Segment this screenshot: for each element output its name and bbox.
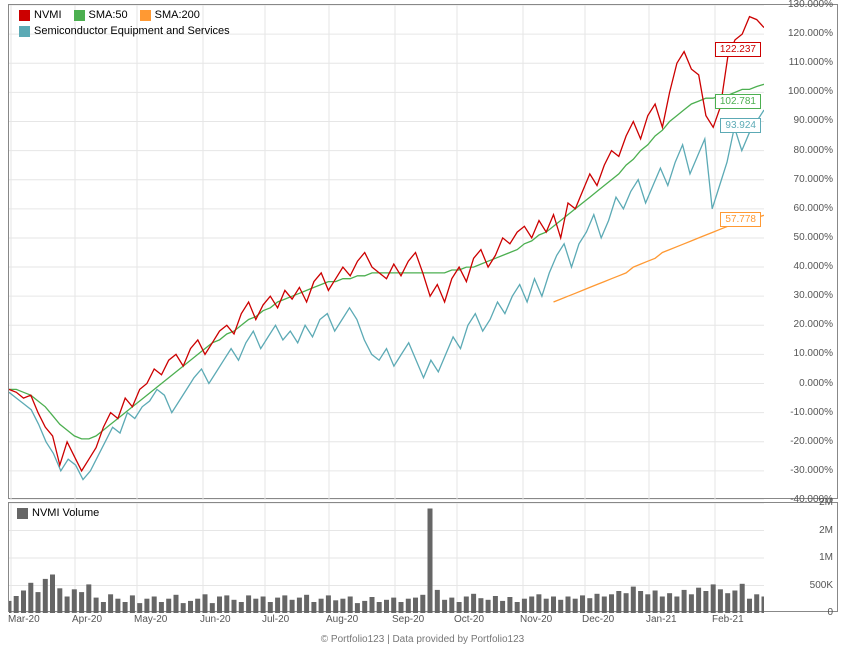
legend-swatch-sma200	[140, 10, 151, 21]
y-axis-label: 120.000%	[788, 28, 833, 39]
legend: NVMI SMA:50 SMA:200	[19, 9, 200, 21]
value-tag-sma200-text: 57.778	[725, 214, 756, 225]
volume-panel: NVMI Volume 2M2M1M500K0	[8, 502, 838, 612]
legend-label-nvmi: NVMI	[34, 9, 62, 21]
value-tag-sma50: 102.781	[715, 94, 761, 109]
value-tag-sma200: 57.778	[720, 212, 761, 227]
x-axis-label: Nov-20	[520, 614, 552, 625]
chart-footer: © Portfolio123 | Data provided by Portfo…	[0, 634, 845, 645]
volume-y-label: 2M	[819, 497, 833, 508]
volume-plot	[9, 503, 764, 613]
legend-item-sma200: SMA:200	[140, 9, 200, 21]
x-axis-label: Jan-21	[646, 614, 677, 625]
y-axis-label: -10.000%	[790, 407, 833, 418]
price-plot	[9, 5, 764, 500]
volume-y-label: 1M	[819, 552, 833, 563]
volume-y-axis: 2M2M1M500K0	[767, 503, 835, 613]
y-axis-label: 40.000%	[794, 261, 833, 272]
legend-swatch-sma50	[74, 10, 85, 21]
x-axis-label: Dec-20	[582, 614, 614, 625]
x-axis-label: May-20	[134, 614, 167, 625]
y-axis-label: 100.000%	[788, 86, 833, 97]
x-axis: Mar-20 Apr-20 May-20 Jun-20 Jul-20 Aug-20 Sep-…	[8, 614, 838, 630]
legend-row2: Semiconductor Equipment and Services	[19, 25, 230, 37]
y-axis-label: 50.000%	[794, 232, 833, 243]
value-tag-sector: 93.924	[720, 118, 761, 133]
value-tag-sma50-text: 102.781	[720, 96, 756, 107]
x-axis-label: Jun-20	[200, 614, 231, 625]
volume-y-label: 2M	[819, 525, 833, 536]
x-axis-label: Feb-21	[712, 614, 744, 625]
legend-swatch-volume	[17, 508, 28, 519]
x-axis-label: Aug-20	[326, 614, 358, 625]
legend-item-sma50: SMA:50	[74, 9, 128, 21]
volume-legend: NVMI Volume	[17, 507, 99, 519]
volume-label: NVMI Volume	[32, 507, 99, 519]
legend-label-sma200: SMA:200	[155, 9, 200, 21]
value-tag-sector-text: 93.924	[725, 120, 756, 131]
y-axis-label: 70.000%	[794, 174, 833, 185]
y-axis-label: 60.000%	[794, 203, 833, 214]
y-axis-label: 0.000%	[799, 378, 833, 389]
volume-y-label: 500K	[810, 580, 833, 591]
y-axis-label: 10.000%	[794, 348, 833, 359]
price-chart-panel: NVMI SMA:50 SMA:200 Semiconductor Equipm…	[8, 4, 838, 499]
y-axis-label: -20.000%	[790, 436, 833, 447]
legend-swatch-nvmi	[19, 10, 30, 21]
footer-text: © Portfolio123 | Data provided by Portfo…	[321, 634, 524, 645]
y-axis-label: 110.000%	[789, 57, 833, 68]
legend-label-sector: Semiconductor Equipment and Services	[34, 25, 230, 37]
y-axis-label: -30.000%	[790, 465, 833, 476]
value-tag-nvmi-text: 122.237	[720, 44, 756, 55]
y-axis-label: 80.000%	[794, 145, 833, 156]
x-axis-label: Mar-20	[8, 614, 40, 625]
x-axis-label: Oct-20	[454, 614, 484, 625]
value-tag-nvmi: 122.237	[715, 42, 761, 57]
y-axis-label: 90.000%	[794, 115, 833, 126]
legend-label-sma50: SMA:50	[89, 9, 128, 21]
x-axis-label: Apr-20	[72, 614, 102, 625]
x-axis-label: Jul-20	[262, 614, 289, 625]
legend-item-nvmi: NVMI	[19, 9, 62, 21]
y-axis-label: 20.000%	[794, 319, 833, 330]
y-axis-label: 30.000%	[794, 290, 833, 301]
y-axis: 130.000%120.000%110.000%100.000%90.000%8…	[767, 5, 835, 500]
y-axis-label: 130.000%	[788, 0, 833, 10]
x-axis-label: Sep-20	[392, 614, 424, 625]
legend-swatch-sector	[19, 26, 30, 37]
